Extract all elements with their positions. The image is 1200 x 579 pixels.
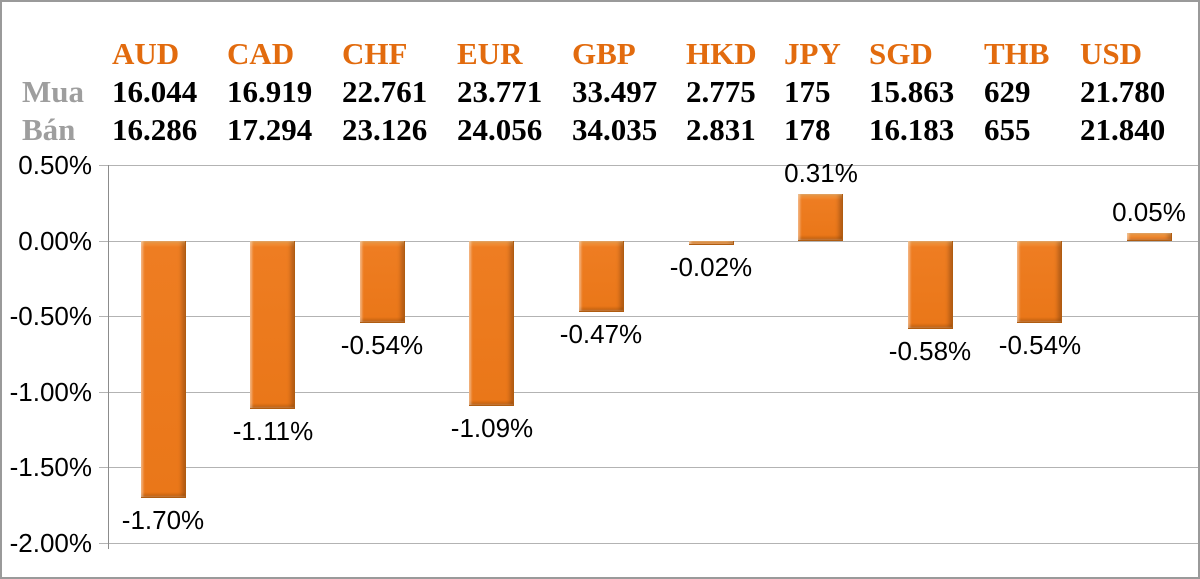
rate-buy-jpy: 175 <box>784 74 831 109</box>
y-tick-label: 0.50% <box>18 150 92 180</box>
rate-buy-chf: 22.761 <box>342 74 428 109</box>
bar-thb <box>1017 241 1062 323</box>
gridline--1.50% <box>99 467 1198 468</box>
bar-label-jpy: 0.31% <box>784 158 858 188</box>
bar-label-usd: 0.05% <box>1112 197 1186 227</box>
rate-buy-sgd: 15.863 <box>869 74 955 109</box>
rate-sell-aud: 16.286 <box>112 112 198 147</box>
gridline--1.00% <box>99 392 1198 393</box>
bar-eur <box>469 241 514 406</box>
rate-sell-gbp: 34.035 <box>572 112 658 147</box>
bar-label-cad: -1.11% <box>232 416 314 446</box>
currency-header-eur: EUR <box>457 36 523 71</box>
rate-sell-eur: 24.056 <box>457 112 543 147</box>
rate-buy-cad: 16.919 <box>227 74 313 109</box>
currency-header-cad: CAD <box>227 36 295 71</box>
rate-sell-jpy: 178 <box>784 112 831 147</box>
row-label-ban: Bán <box>22 112 76 147</box>
currency-header-thb: THB <box>984 36 1050 71</box>
rate-sell-cad: 17.294 <box>227 112 313 147</box>
y-tick-label: 0.00% <box>18 226 92 256</box>
bar-label-chf: -0.54% <box>340 330 424 360</box>
gridline--2.00% <box>99 543 1198 544</box>
bar-label-aud: -1.70% <box>121 505 205 535</box>
bar-aud <box>141 241 186 498</box>
gridline-0.00% <box>99 241 1198 242</box>
bar-label-thb: -0.54% <box>998 330 1082 360</box>
bar-sgd <box>908 241 953 329</box>
currency-header-chf: CHF <box>342 36 408 71</box>
bar-cad <box>250 241 295 409</box>
bar-label-gbp: -0.47% <box>559 319 643 349</box>
y-axis-line <box>108 165 109 549</box>
currency-header-usd: USD <box>1080 36 1143 71</box>
currency-header-sgd: SGD <box>869 36 933 71</box>
bar-label-sgd: -0.58% <box>888 336 972 366</box>
rate-buy-eur: 23.771 <box>457 74 543 109</box>
rate-sell-thb: 655 <box>984 112 1031 147</box>
y-tick-label: -2.00% <box>9 528 92 558</box>
fx-rate-table: AUD CAD CHF EUR GBP HKD JPY SGD THB USD Mua 16.044 1… <box>22 36 1198 150</box>
currency-header-jpy: JPY <box>784 36 841 71</box>
bar-gbp <box>579 241 624 312</box>
bar-label-hkd: -0.02% <box>669 252 753 282</box>
bar-hkd <box>689 241 734 245</box>
y-tick-label: -1.00% <box>9 377 92 407</box>
y-tick-label: -1.50% <box>9 452 92 482</box>
y-tick-label: -0.50% <box>9 301 92 331</box>
gridline--0.50% <box>99 316 1198 317</box>
gridline-0.50% <box>99 165 1198 166</box>
rate-buy-thb: 629 <box>984 74 1031 109</box>
rate-sell-hkd: 2.831 <box>686 112 756 147</box>
rate-sell-usd: 21.840 <box>1080 112 1166 147</box>
rate-buy-hkd: 2.775 <box>686 74 756 109</box>
rate-sell-chf: 23.126 <box>342 112 428 147</box>
bar-chf <box>360 241 405 323</box>
rate-sell-sgd: 16.183 <box>869 112 955 147</box>
currency-header-aud: AUD <box>112 36 180 71</box>
currency-header-gbp: GBP <box>572 36 636 71</box>
bar-label-eur: -1.09% <box>450 413 534 443</box>
bar-jpy <box>798 194 843 241</box>
rate-buy-gbp: 33.497 <box>572 74 658 109</box>
rate-buy-aud: 16.044 <box>112 74 198 109</box>
bar-usd <box>1127 233 1172 241</box>
row-label-mua: Mua <box>22 74 84 109</box>
rate-buy-usd: 21.780 <box>1080 74 1166 109</box>
currency-header-hkd: HKD <box>686 36 757 71</box>
